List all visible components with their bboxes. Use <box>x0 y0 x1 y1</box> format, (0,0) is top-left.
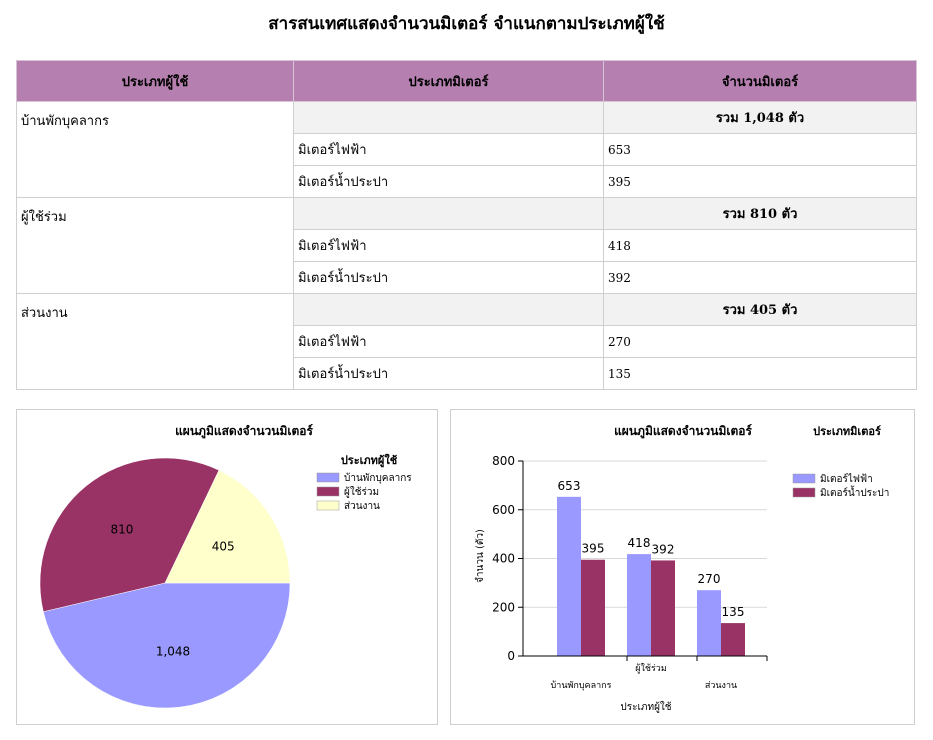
pie-legend-label: บ้านพักบุคลากร <box>344 472 412 484</box>
bar-value-label: 418 <box>628 536 651 550</box>
bar-chart: แผนภูมิแสดงจำนวนมิเตอร์ 653 395 418 392 270 1… <box>475 424 889 713</box>
group-total: รวม 1,048 ตัว <box>603 101 917 134</box>
bar-y-tick-label: 600 <box>492 503 515 517</box>
bar <box>581 559 605 656</box>
meter-table: ประเภทผู้ใช้ ประเภทมิเตอร์ จำนวนมิเตอร์ … <box>16 60 917 390</box>
pie-slice-label: 405 <box>212 539 235 553</box>
meter-type-cell: มิเตอร์ไฟฟ้า <box>293 229 604 262</box>
bar-chart-panel: แผนภูมิแสดงจำนวนมิเตอร์ 653 395 418 392 270 1… <box>450 409 915 725</box>
meter-type-cell: มิเตอร์น้ำประปา <box>293 357 604 390</box>
meter-type-cell: มิเตอร์น้ำประปา <box>293 261 604 294</box>
bar-x-tick-label: ผู้ใช้ร่วม <box>635 663 667 674</box>
bar-x-axis-title: ประเภทผู้ใช้ <box>620 701 671 713</box>
table-row: มิเตอร์ไฟฟ้า 270 <box>17 325 917 358</box>
pie-legend-swatch <box>316 486 340 497</box>
bar <box>697 590 721 656</box>
bar-legend-label: มิเตอร์น้ำประปา <box>820 485 889 499</box>
group-total-row: ส่วนงาน รวม 405 ตัว <box>16 293 917 390</box>
bar-y-tick-label: 200 <box>492 600 515 614</box>
bar <box>651 560 675 656</box>
meter-type-cell: มิเตอร์ไฟฟ้า <box>293 133 604 166</box>
bar-legend-label: มิเตอร์ไฟฟ้า <box>820 473 873 485</box>
bar-y-tick-label: 0 <box>507 649 515 663</box>
bar <box>721 623 745 656</box>
pie-slice <box>43 582 291 709</box>
bar-y-axis-title: จำนวน (ตัว) <box>475 529 486 583</box>
group-name: ส่วนงาน <box>16 293 294 390</box>
pie-chart: แผนภูมิแสดงจำนวนมิเตอร์ 1,048 810 405 ประเ… <box>39 424 412 709</box>
pie-legend-label: ส่วนงาน <box>344 501 380 512</box>
pie-slice <box>164 469 291 584</box>
meter-count-cell: 395 <box>603 165 917 198</box>
group-total: รวม 810 ตัว <box>603 197 917 230</box>
bar-chart-title: แผนภูมิแสดงจำนวนมิเตอร์ <box>614 424 752 439</box>
page-title: สารสนเทศแสดงจำนวนมิเตอร์ จำแนกตามประเภทผ… <box>268 14 665 34</box>
blank-cell <box>293 293 604 326</box>
bar-y-tick-label: 800 <box>492 454 515 468</box>
bar-x-tick-label: บ้านพักบุคลากร <box>551 680 612 691</box>
meter-count-cell: 270 <box>603 325 917 358</box>
meter-type-cell: มิเตอร์น้ำประปา <box>293 165 604 198</box>
bar-value-label: 392 <box>652 542 675 556</box>
pie-chart-title: แผนภูมิแสดงจำนวนมิเตอร์ <box>175 424 313 439</box>
group-name: ผู้ใช้ร่วม <box>16 197 294 294</box>
table-row: มิเตอร์น้ำประปา 392 <box>17 261 917 294</box>
table-header-row: ประเภทผู้ใช้ ประเภทมิเตอร์ จำนวนมิเตอร์ <box>16 60 917 102</box>
table-row: มิเตอร์ไฟฟ้า 653 <box>17 133 917 166</box>
meter-count-cell: 418 <box>603 229 917 262</box>
blank-cell <box>293 197 604 230</box>
pie-legend-swatch <box>316 500 340 511</box>
bar-value-label: 395 <box>582 542 605 556</box>
group-total: รวม 405 ตัว <box>603 293 917 326</box>
table-row: มิเตอร์น้ำประปา 135 <box>17 357 917 390</box>
bar-legend-swatch <box>792 487 816 498</box>
group-name: บ้านพักบุคลากร <box>16 101 294 198</box>
bar <box>557 496 581 656</box>
blank-cell <box>293 101 604 134</box>
meter-count-cell: 392 <box>603 261 917 294</box>
bar-value-label: 135 <box>722 605 745 619</box>
bar <box>627 554 651 656</box>
meter-count-cell: 653 <box>603 133 917 166</box>
table-row: มิเตอร์น้ำประปา 395 <box>17 165 917 198</box>
header-user-type: ประเภทผู้ใช้ <box>16 60 294 102</box>
pie-slice-label: 1,048 <box>156 644 190 658</box>
pie-chart-panel: แผนภูมิแสดงจำนวนมิเตอร์ 1,048 810 405 ประเ… <box>16 409 438 725</box>
pie-slice <box>39 457 220 613</box>
bar-x-tick-label: ส่วนงาน <box>705 681 737 691</box>
pie-legend-label: ผู้ใช้ร่วม <box>344 486 379 498</box>
bar-y-tick-label: 400 <box>492 552 515 566</box>
group-total-row: บ้านพักบุคลากร รวม 1,048 ตัว <box>16 101 917 198</box>
group-total-row: ผู้ใช้ร่วม รวม 810 ตัว <box>16 197 917 294</box>
meter-type-cell: มิเตอร์ไฟฟ้า <box>293 325 604 358</box>
pie-slice-label: 810 <box>110 523 133 537</box>
bar-legend-title: ประเภทมิเตอร์ <box>813 425 881 438</box>
meter-count-cell: 135 <box>603 357 917 390</box>
table-row: มิเตอร์ไฟฟ้า 418 <box>17 229 917 262</box>
header-meter-type: ประเภทมิเตอร์ <box>293 60 604 102</box>
bar-value-label: 270 <box>698 572 721 586</box>
bar-value-label: 653 <box>558 479 581 493</box>
header-meter-count: จำนวนมิเตอร์ <box>603 60 917 102</box>
bar-legend-swatch <box>792 473 816 484</box>
pie-legend-title: ประเภทผู้ใช้ <box>341 453 398 468</box>
pie-legend-swatch <box>316 472 340 483</box>
